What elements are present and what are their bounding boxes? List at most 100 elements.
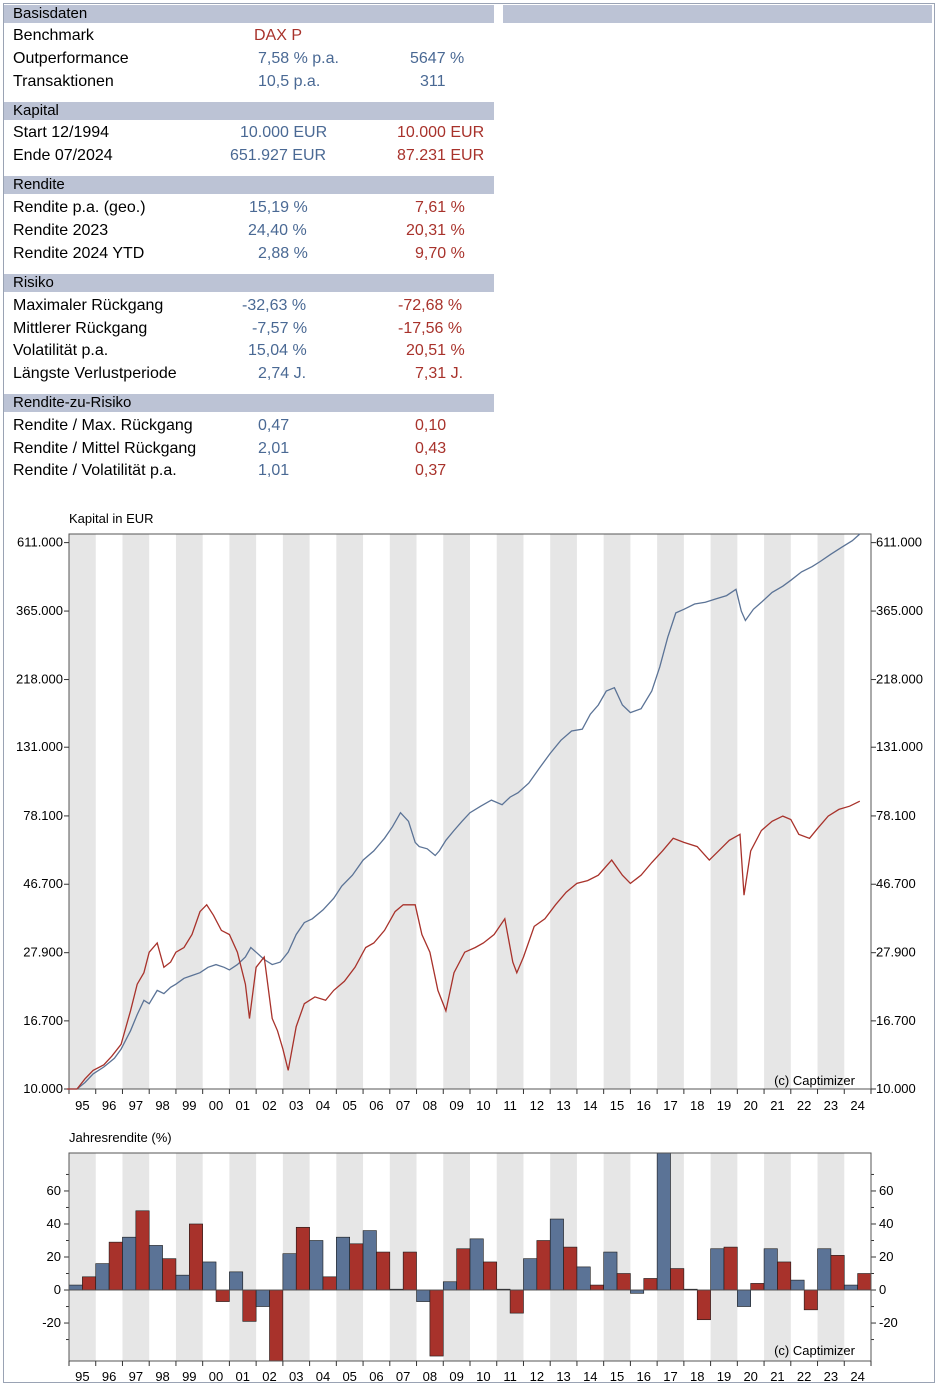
y-tick-label-left: 218.000 [16, 672, 63, 687]
y-tick-label-left: 0 [54, 1282, 61, 1297]
year-band [389, 534, 417, 1089]
y-tick-label-right: 20 [879, 1249, 893, 1264]
benchmark-label: Benchmark [13, 27, 94, 44]
bar-dax-p [295, 1226, 310, 1291]
capital-chart: 10.000 10.000 16.700 16.700 27.900 27.900 46.7… [16, 533, 923, 1113]
bar-dax-p [723, 1246, 738, 1291]
x-tick-label: 20 [743, 1369, 757, 1384]
x-tick-label: 09 [449, 1098, 463, 1113]
y-tick-label-right: 78.100 [876, 808, 916, 823]
x-tick-label: 98 [155, 1098, 169, 1113]
end-benchmark: 87.231 EUR [397, 147, 485, 164]
bar-strategie [336, 1236, 351, 1291]
section-header-rendite: Rendite [4, 176, 494, 194]
rzr-row-strategy: 0,47 [258, 417, 290, 434]
risiko-row-strategy: -7,57 % [252, 320, 308, 337]
x-tick-label: 02 [262, 1098, 276, 1113]
bar-strategie [523, 1258, 538, 1291]
x-tick-label: 12 [530, 1098, 544, 1113]
y-tick-label-right: 365.000 [876, 603, 923, 618]
y-tick-label-right: 60 [879, 1183, 893, 1198]
year-band [496, 1153, 524, 1361]
y-tick-label-right: 40 [879, 1216, 893, 1231]
year-band [603, 534, 631, 1089]
x-tick-label: 13 [556, 1369, 570, 1384]
y-tick-label-left: 10.000 [23, 1081, 63, 1096]
x-tick-label: 10 [476, 1098, 490, 1113]
section-header-rendite-zu-risiko: Rendite-zu-Risiko [4, 394, 494, 412]
bar-strategie [362, 1230, 377, 1291]
x-tick-label: 04 [316, 1098, 330, 1113]
bar-strategie [737, 1289, 751, 1307]
y-tick-label-left: 27.900 [23, 945, 63, 960]
x-tick-label: 01 [236, 1098, 250, 1113]
x-tick-label: 14 [583, 1098, 597, 1113]
bar-dax-p [189, 1223, 203, 1291]
x-tick-label: 22 [797, 1098, 811, 1113]
bar-strategie [576, 1266, 591, 1291]
bar-dax-p [803, 1289, 818, 1311]
x-tick-label: 15 [610, 1098, 624, 1113]
capital-chart-title: Kapital in EUR [69, 511, 154, 526]
watermark: (c) Captimizer [774, 1073, 856, 1088]
x-tick-label: 05 [342, 1369, 356, 1384]
rzr-row-label: Rendite / Mittel Rückgang [13, 440, 197, 457]
x-tick-label: 99 [182, 1098, 196, 1113]
bar-dax-p [830, 1255, 845, 1291]
bar-strategie [68, 1284, 83, 1291]
year-band [496, 534, 524, 1089]
y-tick-label-right: 611.000 [876, 535, 922, 550]
bar-strategie [282, 1253, 297, 1291]
transaktionen-total: 311 [420, 73, 446, 90]
bar-strategie [603, 1251, 618, 1291]
bar-dax-p [857, 1273, 872, 1291]
bar-strategie [710, 1248, 725, 1291]
bar-dax-p [82, 1276, 97, 1291]
bar-dax-p [483, 1261, 498, 1291]
year-band [229, 1153, 257, 1361]
bar-strategie [442, 1281, 457, 1291]
rzr-row-benchmark: 0,37 [415, 462, 447, 479]
risiko-row-benchmark: 7,31 J. [415, 365, 464, 382]
section-header-blank [503, 5, 932, 23]
section-header-basisdaten: Basisdaten [4, 5, 494, 23]
benchmark-value: DAX P [254, 27, 303, 44]
bar-dax-p [456, 1248, 471, 1291]
bar-dax-p [670, 1268, 685, 1291]
x-tick-label: 97 [129, 1098, 143, 1113]
rendite-row-benchmark: 20,31 % [406, 222, 465, 239]
rendite-row-label: Rendite 2023 [13, 222, 109, 239]
outperformance-total: 5647 % [410, 50, 465, 67]
x-tick-label: 19 [717, 1369, 731, 1384]
bar-dax-p [215, 1289, 230, 1302]
bar-strategie [95, 1263, 110, 1291]
risiko-row-label: Maximaler Rückgang [13, 297, 164, 314]
y-tick-label-left: 365.000 [16, 603, 63, 618]
x-tick-label: 07 [396, 1369, 410, 1384]
x-tick-label: 21 [770, 1098, 784, 1113]
bar-strategie [790, 1279, 805, 1291]
x-tick-label: 23 [824, 1098, 838, 1113]
x-tick-label: 08 [423, 1098, 437, 1113]
x-tick-label: 03 [289, 1098, 303, 1113]
bar-dax-p [536, 1240, 551, 1291]
x-tick-label: 05 [342, 1098, 356, 1113]
bar-strategie [309, 1240, 324, 1291]
section-header-kapital: Kapital [4, 102, 494, 120]
x-tick-label: 00 [209, 1369, 223, 1384]
start-benchmark: 10.000 EUR [397, 124, 485, 141]
y-tick-label-left: 611.000 [17, 535, 63, 550]
x-tick-label: 24 [850, 1098, 864, 1113]
transaktionen-pa: 10,5 p.a. [258, 73, 321, 90]
risiko-row-strategy: 15,04 % [248, 342, 307, 359]
x-tick-label: 15 [610, 1369, 624, 1384]
x-tick-label: 96 [102, 1098, 116, 1113]
bar-dax-p [429, 1289, 444, 1357]
x-tick-label: 00 [209, 1098, 223, 1113]
rendite-row-benchmark: 7,61 % [415, 199, 465, 216]
x-tick-label: 21 [770, 1369, 784, 1384]
year-band [550, 534, 577, 1089]
rendite-row-strategy: 2,88 % [258, 245, 308, 262]
x-tick-label: 01 [236, 1369, 250, 1384]
bar-dax-p [108, 1241, 123, 1291]
